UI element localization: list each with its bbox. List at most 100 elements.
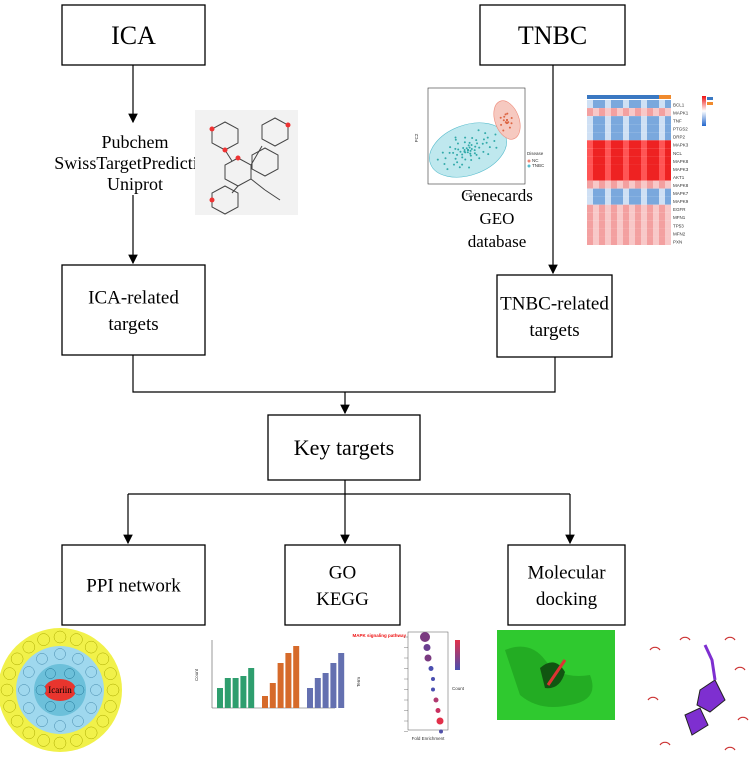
ppi-node	[53, 736, 67, 750]
heat-cell	[641, 132, 647, 141]
label-line: targets	[108, 314, 158, 335]
heat-cell	[599, 212, 605, 221]
heat-cell	[599, 140, 605, 149]
heat-cell	[605, 204, 611, 213]
heat-cell	[599, 228, 605, 237]
heat-cell	[665, 204, 671, 213]
node: Key targets	[267, 414, 421, 481]
pca-point	[484, 132, 487, 135]
gene-label: MAPK3	[673, 167, 689, 172]
heat-cell	[593, 148, 599, 157]
heat-cell	[641, 212, 647, 221]
heat-cell	[653, 220, 659, 229]
go-bar	[322, 673, 329, 708]
ppi-node	[45, 668, 56, 679]
pca-point	[494, 133, 497, 136]
heat-cell	[593, 220, 599, 229]
heat-cell	[647, 228, 653, 237]
ppi-node	[85, 702, 97, 714]
heat-cell	[629, 116, 635, 125]
heat-cell	[593, 156, 599, 165]
heat-cell	[605, 132, 611, 141]
heat-cell	[659, 100, 665, 109]
ppi-node	[85, 666, 97, 678]
heat-cell	[587, 172, 593, 181]
heat-cell	[629, 156, 635, 165]
heat-cell	[623, 172, 629, 181]
ppi-node	[84, 726, 98, 740]
heat-cell	[593, 108, 599, 117]
pca-point	[464, 158, 467, 161]
heat-cell	[653, 188, 659, 197]
heat-cell	[641, 116, 647, 125]
label-line: ICA	[111, 21, 156, 50]
node-box	[61, 4, 206, 66]
heat-cell	[599, 108, 605, 117]
heat-cell	[629, 124, 635, 133]
heat-cell	[629, 196, 635, 205]
ppi-node	[10, 652, 24, 666]
pca-point	[461, 163, 464, 166]
pca-point	[488, 146, 491, 149]
ppi-network: Icariin	[0, 628, 122, 752]
heat-cell	[587, 132, 593, 141]
heat-cell	[617, 148, 623, 157]
heat-cell	[629, 164, 635, 173]
heat-cell	[647, 132, 653, 141]
heat-cell	[665, 236, 671, 245]
label-line: Key targets	[294, 435, 394, 460]
legend-label: TNBC	[532, 163, 545, 168]
heat-cell	[611, 236, 617, 245]
heat-cell	[641, 108, 647, 117]
axis-label: PC1	[466, 192, 475, 197]
gene-label: MAPK8	[673, 183, 689, 188]
gene-label: PTGS2	[673, 127, 688, 132]
heat-cell	[659, 140, 665, 149]
heat-cell	[641, 188, 647, 197]
heat-cell	[647, 156, 653, 165]
heat-cell	[587, 220, 593, 229]
label-line: ICA-related	[88, 287, 179, 308]
pca-point	[475, 139, 478, 142]
pca-point	[461, 156, 464, 159]
pca-point	[454, 157, 457, 160]
heat-cell	[635, 236, 641, 245]
ppi-node	[64, 701, 75, 712]
heat-cell	[635, 124, 641, 133]
pca-point	[469, 149, 472, 152]
heat-cell	[647, 140, 653, 149]
node-label: ICA	[111, 21, 156, 50]
node: GO KEGG	[284, 544, 401, 626]
ppi-node	[23, 702, 35, 714]
pca-point	[462, 147, 465, 150]
pca-point	[468, 146, 471, 149]
ppi-node	[36, 715, 48, 727]
heat-cell	[653, 100, 659, 109]
heat-cell	[665, 100, 671, 109]
heat-cell	[635, 172, 641, 181]
heat-cell	[599, 124, 605, 133]
heat-cell	[617, 180, 623, 189]
ppi-node	[104, 667, 117, 680]
heat-cell	[611, 220, 617, 229]
heat-cell	[593, 236, 599, 245]
heat-cell	[623, 132, 629, 141]
heat-cell	[587, 196, 593, 205]
go-bar	[285, 653, 292, 708]
heat-cell	[629, 204, 635, 213]
kegg-bubble	[428, 666, 434, 671]
heat-cell	[587, 188, 593, 197]
heat-cell	[665, 196, 671, 205]
heat-cell	[665, 124, 671, 133]
heat-cell	[635, 196, 641, 205]
pca-point	[463, 150, 466, 153]
heat-cell	[659, 164, 665, 173]
heat-cell	[623, 212, 629, 221]
heat-cell	[659, 132, 665, 141]
heat-cell	[641, 228, 647, 237]
heat-cell	[641, 196, 647, 205]
heat-cell	[635, 108, 641, 117]
heat-cell	[587, 100, 593, 109]
node-box	[496, 274, 613, 358]
